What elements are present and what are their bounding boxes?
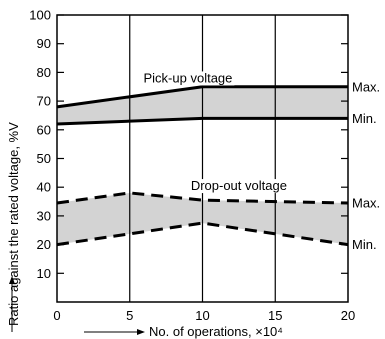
ticks-layer: 10 20 30 40 50 60 70 80 90 100 0 5 10 15 20 [29,8,355,324]
y-tick-label-7: 80 [37,65,51,80]
y-axis-label: Ratio against the rated voltage, %V [6,122,21,326]
x-tick-label-1: 5 [126,308,133,323]
y-tick-label-6: 70 [37,94,51,109]
y-axis-arrowhead [9,276,15,284]
band-title-bg-0 [141,71,235,86]
y-tick-label-9: 100 [29,8,51,23]
y-tick-label-5: 60 [37,122,51,137]
lines-layer [56,85,349,247]
band-title-0: Pick-up voltage [144,70,233,85]
x-tick-label-2: 10 [195,308,209,323]
y-tick-label-0: 10 [37,266,51,281]
labels-layer: Pick-up voltage Max. Min. Drop-out voltage M… [141,70,380,252]
band-0-min-label: Min. [352,111,377,126]
y-tick-label-1: 20 [37,237,51,252]
x-axis-arrowhead [137,329,145,335]
x-tick-label-4: 20 [341,308,355,323]
x-tick-label-3: 15 [268,308,282,323]
y-tick-label-2: 30 [37,208,51,223]
band-1-max-label: Max. [352,195,380,210]
series-0-max-line [56,85,348,109]
band-1-min-label: Min. [352,237,377,252]
band-title-1: Drop-out voltage [191,178,287,193]
band-title-bg-1 [188,179,289,194]
y-tick-label-3: 40 [37,180,51,195]
band-0-max-label: Max. [352,79,380,94]
series-1-max-line [56,191,349,205]
grid-layer [129,15,276,302]
y-tick-label-8: 90 [37,36,51,51]
y-tick-label-4: 50 [37,151,51,166]
series-1-min-line [56,221,349,247]
series-0-min-line [56,116,348,126]
x-tick-label-0: 0 [53,308,60,323]
x-axis-label: No. of operations, ×10⁴ [149,324,283,339]
